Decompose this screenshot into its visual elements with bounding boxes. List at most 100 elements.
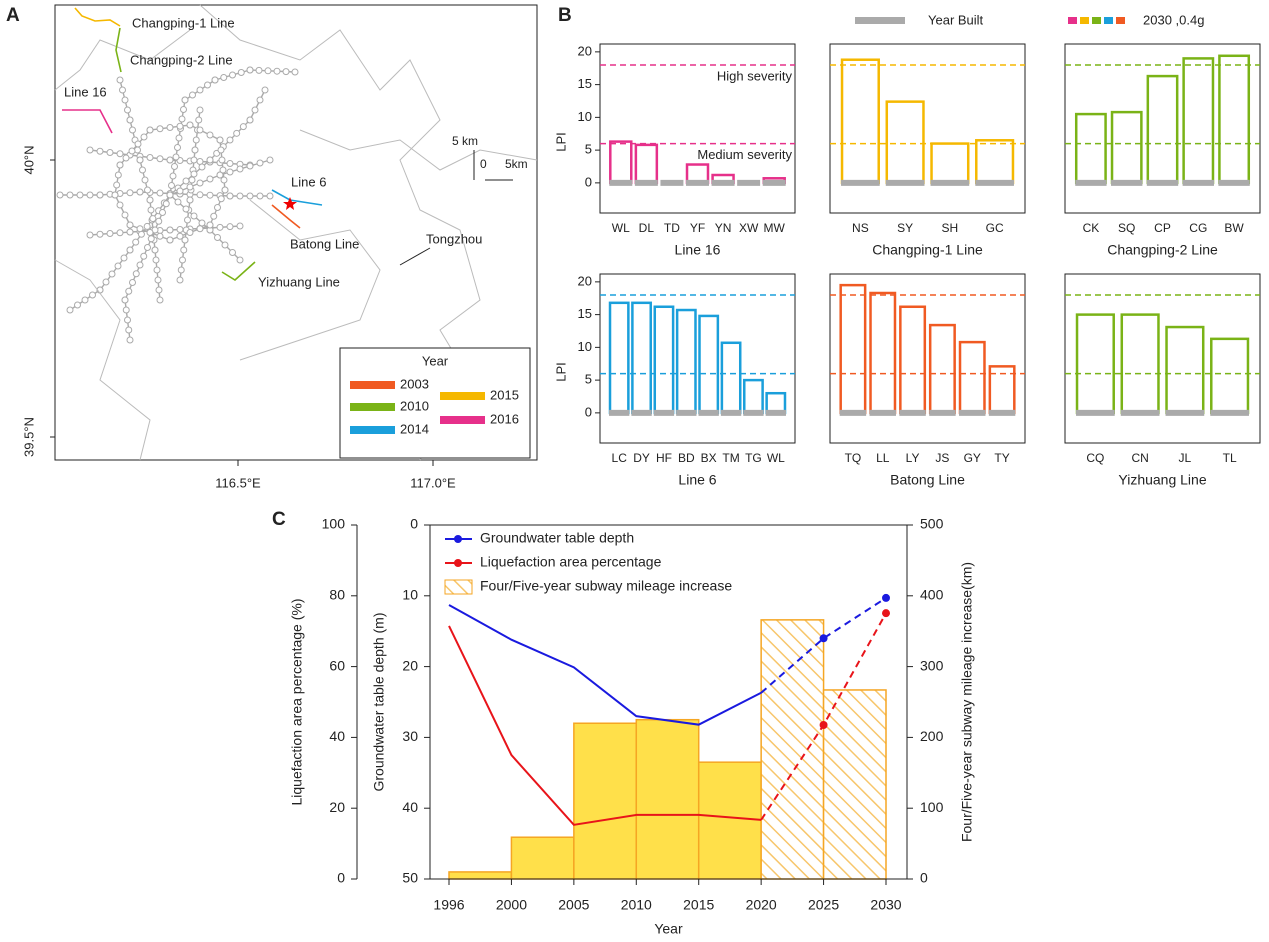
- bar: [1074, 112, 1107, 185]
- station: [236, 165, 244, 173]
- station: [229, 71, 236, 79]
- bar: [631, 301, 652, 415]
- station: [156, 155, 164, 163]
- y-tick-label: 60: [329, 657, 345, 673]
- station: [143, 222, 151, 230]
- legend-swatch: [350, 403, 395, 411]
- scale-length: 5km: [505, 157, 528, 171]
- y-tick-label: 80: [329, 587, 345, 603]
- station: [226, 168, 234, 176]
- station: [178, 115, 186, 123]
- panel-label: B: [558, 5, 572, 26]
- legend-swatch: [855, 17, 905, 24]
- x-tick-label: HF: [656, 451, 672, 465]
- station: [211, 76, 219, 84]
- station: [140, 133, 148, 141]
- year-built-bar: [975, 179, 1014, 186]
- station: [190, 212, 198, 220]
- legend-label: Year Built: [928, 12, 984, 27]
- series-line: [448, 604, 762, 726]
- station: [146, 154, 154, 161]
- mileage-bar: [822, 689, 887, 880]
- x-tick-label: LY: [906, 451, 920, 465]
- line-label: Yizhuang Line: [258, 274, 340, 289]
- station: [216, 136, 224, 144]
- station: [168, 182, 175, 189]
- station: [102, 278, 110, 286]
- station: [66, 306, 74, 314]
- station: [266, 192, 274, 200]
- station: [126, 228, 134, 236]
- station: [125, 287, 133, 295]
- station: [166, 226, 174, 234]
- y-axis-label: Liquefaction area percentage (%): [289, 598, 305, 805]
- x-tick-label: SY: [897, 221, 913, 235]
- station: [181, 236, 189, 244]
- year-built-bar: [698, 409, 719, 416]
- station: [216, 171, 224, 179]
- x-tick-label: JS: [935, 451, 949, 465]
- legend-swatch: [1080, 17, 1089, 24]
- station: [256, 96, 264, 104]
- legend-label: 2016: [490, 411, 519, 426]
- station: [106, 149, 114, 156]
- station: [196, 225, 204, 233]
- station: [155, 286, 163, 294]
- station: [217, 146, 225, 154]
- bar: [1182, 57, 1215, 185]
- y-tick-label: 100: [322, 516, 346, 532]
- legend-label: 2030 ,0.4g: [1143, 12, 1204, 27]
- station: [186, 183, 194, 191]
- legend-label: Four/Five-year subway mileage increase: [480, 578, 732, 594]
- station: [221, 241, 229, 249]
- legend-marker: [454, 535, 462, 543]
- station: [128, 147, 136, 155]
- station: [176, 122, 184, 130]
- station: [147, 235, 155, 243]
- legend-swatch: [1116, 17, 1125, 24]
- station: [125, 326, 133, 334]
- station: [264, 67, 272, 75]
- station: [186, 121, 194, 129]
- line-label: Line 16: [64, 84, 107, 99]
- station: [121, 211, 129, 219]
- station: [266, 156, 274, 164]
- year-built-bar: [743, 409, 764, 416]
- legend-swatch: [444, 579, 473, 595]
- station: [196, 191, 204, 199]
- x-tick-label: YF: [690, 221, 705, 235]
- y-tick-label: 50: [402, 870, 418, 886]
- station: [139, 166, 146, 174]
- lat-label: 40°N: [21, 145, 36, 174]
- y-tick-label: 20: [402, 657, 418, 673]
- x-tick-label: YN: [715, 221, 732, 235]
- series-line: [448, 625, 762, 826]
- legend-swatch: [350, 426, 395, 434]
- station: [66, 191, 74, 199]
- x-tick-label: DL: [639, 221, 655, 235]
- station: [182, 177, 190, 185]
- station: [219, 166, 227, 174]
- year-built-bar: [1146, 179, 1179, 186]
- bar: [885, 100, 925, 185]
- bar: [698, 314, 720, 415]
- station: [149, 215, 157, 223]
- plot-frame: [829, 43, 1026, 214]
- station: [256, 159, 264, 167]
- year-built-bar: [765, 409, 786, 416]
- y-tick-label: 20: [329, 799, 345, 815]
- station: [96, 191, 104, 199]
- x-tick-label: CP: [1154, 221, 1171, 235]
- station: [182, 205, 190, 213]
- station: [177, 266, 185, 274]
- boundaries: [54, 4, 538, 461]
- y-tick-label: 100: [920, 799, 944, 815]
- bar: [609, 140, 633, 185]
- station: [246, 192, 254, 200]
- station: [76, 191, 84, 199]
- x-tick-label: 2015: [683, 897, 714, 913]
- station: [174, 198, 182, 206]
- y-tick-label: 40: [402, 799, 418, 815]
- lat-label: 39.5°N: [21, 417, 36, 457]
- severity-label: High severity: [717, 68, 793, 83]
